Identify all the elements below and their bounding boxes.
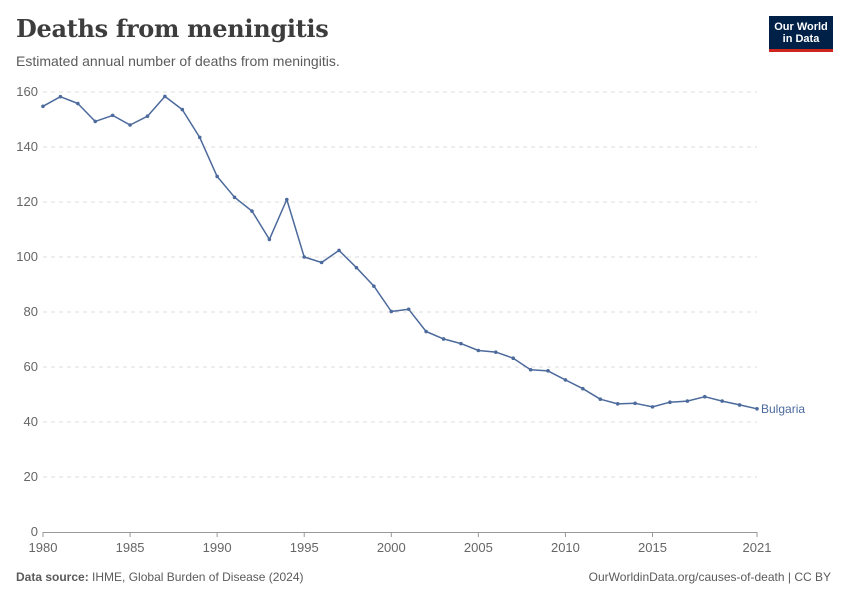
- y-tick-label-120: 120: [16, 194, 38, 209]
- logo-line-1: Our World: [774, 21, 828, 33]
- data-point-1998[interactable]: [354, 265, 359, 270]
- y-tick-label-140: 140: [16, 139, 38, 154]
- y-tick-label-40: 40: [24, 414, 38, 429]
- line-chart: 0 20 40 60 80 100 120 140 160 1980 1985 1990 1995 20…: [16, 84, 805, 555]
- x-tick-label-2010: 2010: [551, 540, 580, 555]
- y-tick-label-20: 20: [24, 469, 38, 484]
- owid-logo[interactable]: Our World in Data: [769, 16, 833, 52]
- data-point-1981[interactable]: [58, 94, 63, 99]
- data-point-1994[interactable]: [285, 197, 289, 202]
- y-tick-label-60: 60: [24, 359, 38, 374]
- data-point-1995[interactable]: [302, 255, 307, 259]
- data-point-2002[interactable]: [424, 329, 428, 334]
- source-text: IHME, Global Burden of Disease (2024): [92, 570, 304, 584]
- x-tick-label-1995: 1995: [290, 540, 319, 555]
- data-point-2012[interactable]: [598, 397, 603, 401]
- data-point-1996[interactable]: [319, 260, 324, 265]
- data-point-1984[interactable]: [110, 113, 115, 118]
- data-point-2003[interactable]: [441, 337, 446, 341]
- y-tick-label-0: 0: [31, 524, 38, 539]
- x-tick-label-2000: 2000: [377, 540, 406, 555]
- footer-url[interactable]: OurWorldinData.org/causes-of-death | CC …: [588, 570, 831, 584]
- data-point-1992[interactable]: [250, 209, 254, 213]
- y-tick-label-100: 100: [16, 249, 38, 264]
- series-label-bulgaria[interactable]: Bulgaria: [761, 402, 805, 416]
- x-tick-label-2021: 2021: [743, 540, 772, 555]
- x-tick-label-2005: 2005: [464, 540, 493, 555]
- data-point-1982[interactable]: [76, 101, 80, 106]
- data-point-2010[interactable]: [563, 378, 568, 382]
- y-tick-label-80: 80: [24, 304, 38, 319]
- gridlines: [43, 91, 757, 478]
- data-point-2008[interactable]: [528, 367, 533, 372]
- series-line-bulgaria[interactable]: [42, 95, 758, 410]
- data-point-2017[interactable]: [685, 399, 690, 403]
- series-group[interactable]: Bulgaria: [41, 94, 805, 416]
- data-point-1989[interactable]: [197, 135, 202, 140]
- source-note: Data source: IHME, Global Burden of Dise…: [16, 570, 303, 584]
- data-point-2005[interactable]: [476, 348, 481, 353]
- data-point-2021[interactable]: [755, 407, 759, 411]
- chart-subtitle: Estimated annual number of deaths from m…: [16, 53, 340, 69]
- data-point-1988[interactable]: [180, 107, 185, 112]
- logo-line-2: in Data: [782, 33, 820, 45]
- data-point-2011[interactable]: [581, 386, 585, 391]
- data-point-1985[interactable]: [128, 123, 132, 127]
- chart-title: Deaths from meningitis: [16, 14, 329, 43]
- data-point-2020[interactable]: [737, 403, 742, 407]
- x-tick-label-2015: 2015: [638, 540, 667, 555]
- data-point-2006[interactable]: [493, 350, 498, 354]
- x-tick-label-1980: 1980: [29, 540, 58, 555]
- data-point-1991[interactable]: [232, 195, 237, 200]
- x-tick-label-1985: 1985: [116, 540, 145, 555]
- data-point-2015[interactable]: [650, 405, 655, 409]
- data-point-1980[interactable]: [41, 104, 45, 109]
- data-point-1987[interactable]: [163, 94, 167, 99]
- data-point-1983[interactable]: [93, 119, 98, 124]
- data-point-2013[interactable]: [615, 402, 620, 406]
- y-tick-label-160: 160: [16, 84, 38, 99]
- data-point-2001[interactable]: [406, 307, 411, 312]
- source-label: Data source:: [16, 570, 89, 584]
- data-point-1993[interactable]: [267, 237, 272, 242]
- data-point-1997[interactable]: [337, 248, 341, 253]
- data-point-1999[interactable]: [372, 284, 376, 288]
- data-point-2019[interactable]: [720, 399, 724, 403]
- y-axis: 0 20 40 60 80 100 120 140 160: [16, 84, 38, 539]
- data-point-2009[interactable]: [546, 369, 550, 373]
- data-point-2004[interactable]: [459, 341, 463, 346]
- x-axis: 1980 1985 1990 1995 2000 2005 2010 2015 2021: [29, 532, 772, 555]
- data-point-2007[interactable]: [511, 356, 515, 361]
- data-point-1986[interactable]: [145, 114, 150, 118]
- data-point-2014[interactable]: [633, 401, 637, 406]
- data-point-2018[interactable]: [702, 394, 707, 399]
- data-point-2016[interactable]: [668, 400, 672, 405]
- data-point-2000[interactable]: [389, 309, 394, 314]
- data-point-1990[interactable]: [215, 174, 219, 179]
- x-tick-label-1990: 1990: [203, 540, 232, 555]
